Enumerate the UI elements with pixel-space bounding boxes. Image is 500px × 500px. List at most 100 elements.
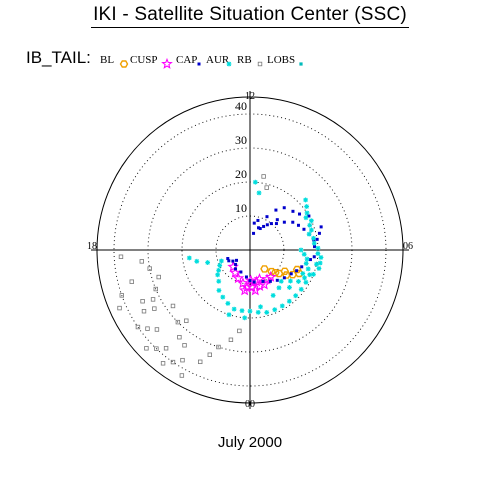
data-point-cap [234,267,238,271]
data-point-aur [303,215,309,221]
data-point-rb [175,319,181,325]
data-point-aur [239,308,245,314]
data-point-aur [186,255,192,261]
data-point-aur [301,251,307,257]
data-point-aur [303,279,309,285]
data-point-aur [256,190,262,196]
data-point-cap [269,222,273,226]
radial-tick-label: 10 [235,201,247,215]
data-point-rb [141,308,147,314]
data-point-cap [234,262,238,266]
data-point-aur [304,256,310,262]
data-point-aur [270,293,276,298]
data-point-rb [150,297,156,302]
data-point-rb [170,359,176,365]
series-rb [117,174,269,378]
data-point-aur [314,261,319,267]
data-point-cap [289,272,293,276]
data-point-cusp [238,284,251,296]
data-point-aur [315,251,321,256]
data-point-cap [268,279,272,283]
legend-marker-bl [119,60,129,68]
data-point-rb [117,305,122,311]
data-point-cusp [258,278,271,290]
data-point-cap [252,221,256,225]
chart-caption: July 2000 [217,434,283,451]
legend-item-rb: RB [237,54,252,66]
data-point-cap [274,222,278,226]
data-point-aur [303,197,308,203]
legend-marker-cap [197,62,201,66]
data-point-aur [298,247,304,253]
data-point-aur [304,204,310,209]
data-point-cap [312,255,316,259]
legend-marker-lobs [299,62,303,66]
data-points [117,174,324,378]
data-point-cap [291,209,295,213]
radial-tick-label: 30 [235,133,247,147]
data-point-cap [275,218,279,222]
angle-label-06: 06 [403,241,413,252]
data-point-aur [216,288,222,293]
data-point-cap [302,227,306,231]
data-point-rb [140,299,145,304]
data-point-rb [135,324,141,330]
data-point-cap [226,257,230,261]
data-point-aur [317,260,323,266]
data-point-cap [231,259,235,263]
data-point-rb [207,352,212,357]
data-point-aur [307,222,313,228]
data-point-aur [276,285,282,291]
data-point-cusp [232,272,245,284]
data-point-aur [278,278,284,284]
data-point-cap [261,279,265,283]
data-point-rb [170,303,176,309]
data-point-cusp [264,270,277,282]
data-point-cap [257,226,261,230]
data-point-rb [145,326,150,331]
data-point-cap [252,280,256,284]
legend-marker-cusp [161,57,173,69]
data-point-cusp [244,274,257,286]
data-point-aur [217,263,223,268]
data-point-cap [265,215,269,219]
data-point-rb [139,259,144,264]
data-point-aur [309,227,314,233]
data-point-aur [194,258,200,264]
radial-tick-label: 20 [235,167,247,181]
data-point-cap [274,208,278,212]
data-point-aur [311,271,316,277]
data-point-rb [154,327,160,332]
polar-axes: 12 06 00 18 [87,91,413,410]
data-point-cusp [253,272,266,285]
data-point-cap [248,279,252,283]
data-point-cap [275,278,279,282]
legend-item-bl: BL [100,54,115,66]
data-point-rb [119,293,125,298]
data-point-cap [262,224,266,228]
data-point-rb [154,346,159,351]
data-point-rb [184,318,189,323]
legend-item-aur: AUR [206,54,230,66]
data-point-rb [147,266,152,271]
data-point-cap [265,223,269,227]
data-point-bl [270,269,280,277]
data-point-aur [279,303,285,309]
data-point-rb [216,344,221,350]
data-point-cap [295,269,299,273]
data-point-cap [296,223,300,227]
series-aur [186,179,324,321]
data-point-bl [260,265,269,273]
data-point-aur [302,275,307,281]
data-point-aur [255,309,261,315]
data-point-aur [205,260,211,265]
legend-markers [119,57,303,69]
data-point-rb [156,274,161,280]
data-point-aur [304,210,310,216]
data-point-bl [280,267,290,275]
data-point-aur [231,306,237,312]
data-point-rb [182,343,187,348]
data-point-cap [317,231,321,235]
legend-item-cap: CAP [176,54,198,66]
data-point-cap [308,258,312,262]
